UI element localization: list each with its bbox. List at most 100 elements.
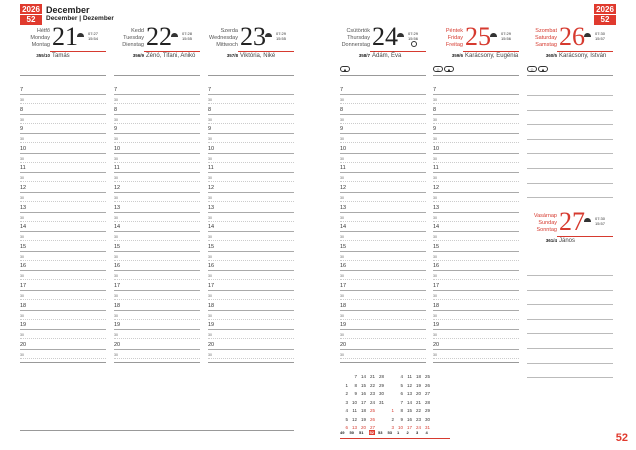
half-hour-line bbox=[433, 299, 519, 300]
hour-line bbox=[20, 133, 106, 135]
hour-line bbox=[433, 309, 519, 311]
weekday-name: Donnerstag bbox=[341, 42, 370, 48]
half-hour-line bbox=[20, 338, 106, 340]
half-hour-label: 30 bbox=[114, 274, 118, 279]
half-hour-label: 30 bbox=[433, 254, 437, 259]
sunset-time: 15:57 bbox=[594, 36, 605, 41]
day-number: 26 bbox=[559, 22, 585, 51]
calendar-day: 29 bbox=[424, 408, 430, 413]
calendar-day: 24 bbox=[415, 425, 421, 430]
hour-line bbox=[433, 348, 519, 350]
hour-line bbox=[340, 250, 426, 252]
half-hour-line bbox=[433, 240, 519, 242]
calendar-day: 17 bbox=[360, 399, 366, 405]
day-of-year: 356/9 bbox=[132, 53, 144, 58]
week-number: 3 bbox=[416, 430, 419, 435]
nameday: Tamás bbox=[52, 53, 70, 59]
half-hour-label: 30 bbox=[340, 156, 344, 161]
half-hour-label: 30 bbox=[20, 156, 24, 161]
hour-line bbox=[433, 172, 519, 174]
half-hour-label: 30 bbox=[340, 313, 344, 318]
hour-label: 15 bbox=[208, 243, 215, 250]
half-hour-label: 30 bbox=[20, 98, 24, 102]
weekday-names: Péntek Friday Freitag bbox=[446, 28, 463, 49]
hour-line bbox=[433, 329, 519, 331]
half-hour-label: 30 bbox=[433, 176, 437, 181]
hour-line bbox=[20, 94, 106, 95]
half-hour-label: 30 bbox=[114, 117, 118, 122]
hour-label: 17 bbox=[208, 283, 215, 289]
note-line bbox=[527, 362, 613, 364]
date-underline bbox=[370, 51, 426, 52]
weekday-names: Szombat Saturday Samstag bbox=[535, 28, 557, 49]
note-line bbox=[527, 124, 613, 126]
sunset-time: 15:57 bbox=[594, 221, 605, 226]
half-hour-line bbox=[208, 318, 294, 320]
calendar-day: 21 bbox=[369, 374, 375, 379]
calendar-divider bbox=[340, 438, 450, 439]
weekday-name: Monday bbox=[30, 35, 50, 41]
day-of-year: 360/5 bbox=[545, 53, 557, 58]
week-number: 2 bbox=[406, 430, 409, 435]
calendar-day: 9 bbox=[354, 391, 357, 396]
week-number: 1 bbox=[397, 430, 400, 435]
hour-label: 19 bbox=[433, 322, 440, 329]
half-hour-line bbox=[20, 103, 106, 104]
hour-line bbox=[433, 250, 519, 252]
calendar-day: 5 bbox=[400, 382, 403, 388]
half-hour-line bbox=[340, 259, 426, 261]
half-hour-label: 30 bbox=[340, 333, 344, 338]
hour-label: 13 bbox=[114, 204, 121, 211]
hour-label: 10 bbox=[208, 145, 215, 152]
half-hour-line bbox=[114, 220, 200, 222]
calendar-day: 30 bbox=[378, 391, 384, 396]
hour-line bbox=[433, 94, 519, 95]
calendar-day: 12 bbox=[406, 382, 412, 388]
hour-line bbox=[114, 270, 200, 272]
hour-line bbox=[433, 270, 519, 272]
hour-line bbox=[208, 290, 294, 291]
half-hour-label: 30 bbox=[208, 333, 212, 338]
calendar-day: 7 bbox=[400, 399, 403, 405]
half-hour-line bbox=[433, 161, 519, 163]
day-number: 27 bbox=[559, 207, 585, 236]
half-hour-label: 30 bbox=[20, 196, 24, 200]
weekday-name: Dienstag bbox=[122, 42, 144, 48]
calendar-day: 18 bbox=[415, 374, 421, 379]
day-header: Szombat Saturday Samstag 26 07:30 15:57 360/5 K… bbox=[527, 24, 613, 88]
calendar-day: 8 bbox=[400, 408, 403, 413]
hour-label: 17 bbox=[114, 283, 121, 289]
hour-line bbox=[433, 113, 519, 115]
week-number: 53 bbox=[378, 430, 383, 435]
full-moon-icon bbox=[411, 41, 417, 47]
hour-line bbox=[114, 309, 200, 311]
hour-label: 12 bbox=[433, 185, 440, 191]
hour-label: 9 bbox=[114, 126, 118, 133]
half-hour-line bbox=[20, 181, 106, 183]
hour-label: 19 bbox=[208, 322, 215, 329]
day-header: Csütörtök Thursday Donnerstag 24 07:29 15:56 3… bbox=[340, 24, 426, 88]
sunrise-icon bbox=[77, 33, 84, 37]
calendar-day: 4 bbox=[345, 408, 348, 413]
sunrise-time: 07:27 bbox=[87, 31, 98, 36]
hour-line bbox=[114, 113, 200, 115]
half-hour-label: 30 bbox=[20, 254, 24, 259]
half-hour-label: 30 bbox=[114, 235, 118, 240]
calendar-day: 13 bbox=[406, 391, 412, 396]
hour-line bbox=[114, 211, 200, 213]
half-hour-line bbox=[340, 181, 426, 183]
weekday-name: Sunday bbox=[538, 220, 557, 226]
sun-times: 07:28 15:55 bbox=[182, 31, 192, 41]
hour-line bbox=[20, 290, 106, 291]
calendar-day: 13 bbox=[351, 425, 357, 430]
hour-line bbox=[208, 250, 294, 252]
hour-label: 19 bbox=[114, 322, 121, 329]
half-hour-label: 30 bbox=[208, 352, 212, 357]
week-number: 4 bbox=[425, 430, 428, 435]
hour-line bbox=[340, 270, 426, 272]
hour-label: 11 bbox=[340, 165, 346, 172]
sunrise-icon bbox=[490, 33, 497, 37]
half-hour-label: 30 bbox=[433, 196, 437, 200]
day-header: Kedd Tuesday Dienstag 22 07:28 15:55 356/9 Zénó… bbox=[114, 24, 200, 88]
half-hour-line bbox=[433, 103, 519, 104]
